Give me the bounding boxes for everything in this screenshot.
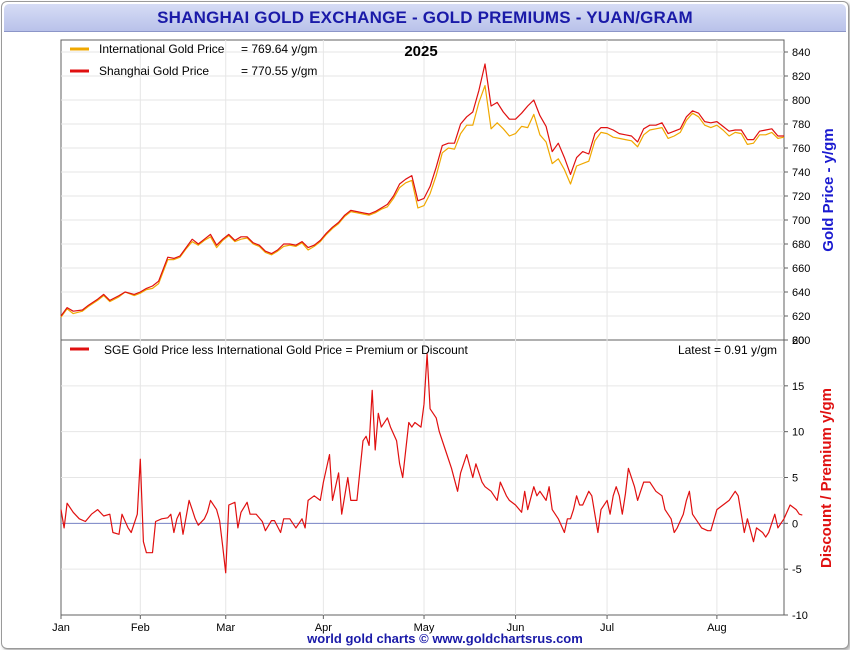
y-tick-label-price: 700 — [792, 215, 810, 227]
y-tick-label-premium: -5 — [792, 564, 802, 576]
series-layer — [60, 63, 803, 574]
x-tick-label: Jun — [507, 622, 525, 634]
tick-label-layer: 600 620 640 660 680 700 720 740 760 780 800 820 840 -… — [52, 47, 810, 634]
legend-value-international: = 769.64 y/gm — [241, 42, 317, 56]
series-line-price-1 — [60, 63, 784, 317]
year-label: 2025 — [404, 43, 437, 60]
price-panel-frame — [60, 39, 785, 341]
series-line-price-0 — [60, 85, 785, 318]
x-tick-label: Feb — [131, 622, 150, 634]
series-line-premium-0 — [60, 353, 803, 574]
y-tick-label-price: 840 — [792, 47, 810, 59]
latest-premium-label: Latest = 0.91 y/gm — [678, 343, 777, 357]
x-tick-label: May — [414, 622, 435, 634]
y-tick-label-premium: -10 — [792, 610, 808, 622]
y-tick-label-price: 780 — [792, 119, 810, 131]
x-tick-label: Mar — [216, 622, 235, 634]
y-tick-label-price: 740 — [792, 167, 810, 179]
premium-axis-title: Discount / Premium y/gm — [818, 388, 835, 568]
legend-label-shanghai: Shanghai Gold Price — [99, 64, 209, 78]
y-tick-label-price: 760 — [792, 143, 810, 155]
y-tick-label-price: 600 — [792, 335, 810, 347]
y-tick-label-price: 820 — [792, 71, 810, 83]
y-tick-label-premium: 20 — [792, 335, 804, 347]
y-tick-label-premium: 5 — [792, 473, 798, 485]
y-tick-label-price: 800 — [792, 95, 810, 107]
x-tick-label: Apr — [315, 622, 332, 634]
y-tick-label-price: 620 — [792, 311, 810, 323]
footer-credit: world gold charts © www.goldchartsrus.co… — [306, 631, 583, 646]
y-tick-label-price: 640 — [792, 287, 810, 299]
legend-label-international: International Gold Price — [99, 42, 225, 56]
x-tick-label: Jan — [52, 622, 70, 634]
legend-label-premium: SGE Gold Price less International Gold P… — [104, 343, 468, 357]
y-tick-label-price: 680 — [792, 239, 810, 251]
legend-value-shanghai: = 770.55 y/gm — [241, 64, 317, 78]
y-tick-label-price: 720 — [792, 191, 810, 203]
price-axis-title: Gold Price - y/gm — [820, 128, 837, 251]
grid-layer — [61, 40, 784, 615]
y-tick-label-premium: 0 — [792, 518, 798, 530]
x-tick-label: Jul — [600, 622, 614, 634]
y-tick-label-premium: 10 — [792, 427, 804, 439]
y-tick-label-price: 660 — [792, 263, 810, 275]
y-tick-label-premium: 15 — [792, 381, 804, 393]
x-tick-label: Aug — [707, 622, 727, 634]
chart-title: SHANGHAI GOLD EXCHANGE - GOLD PREMIUMS -… — [4, 4, 846, 32]
